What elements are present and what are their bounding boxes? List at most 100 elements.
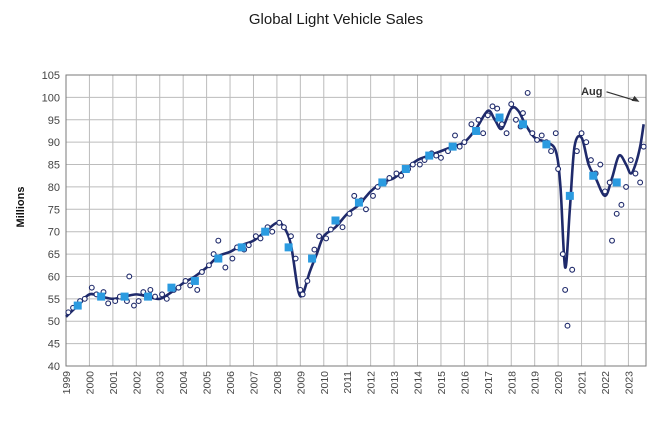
data-point — [461, 139, 468, 146]
data-point — [520, 110, 526, 117]
plot-border — [65, 74, 647, 367]
annual-marker — [73, 301, 82, 310]
annotation-arrowhead — [631, 95, 640, 102]
x-tick-label: 2001 — [108, 371, 120, 395]
x-tick-label: 2022 — [600, 371, 612, 395]
data-point — [637, 179, 644, 186]
annotation-arrow-line — [606, 91, 637, 102]
y-tick-label: 55 — [48, 294, 60, 306]
data-point — [175, 284, 182, 291]
y-tick-label: 80 — [48, 182, 60, 194]
data-point — [363, 206, 369, 213]
data-point — [569, 266, 576, 273]
x-axis-ticks: 1999 2000 2001 2002 2003 2004 2005 2006 2007 2008… — [61, 371, 635, 395]
data-point — [276, 219, 283, 226]
data-point — [252, 233, 259, 240]
data-point — [484, 112, 491, 119]
data-point — [552, 130, 559, 137]
data-point — [548, 148, 555, 155]
data-point — [327, 226, 334, 233]
data-point — [437, 154, 444, 161]
annual-marker — [331, 216, 340, 225]
data-point — [409, 161, 416, 168]
data-point — [245, 242, 252, 249]
data-point — [65, 309, 72, 316]
x-tick-label: 2000 — [84, 371, 96, 395]
x-tick-label: 2006 — [225, 371, 237, 395]
data-point — [534, 136, 540, 143]
data-point — [81, 295, 88, 302]
data-point — [280, 224, 287, 231]
x-tick-label: 2013 — [389, 371, 401, 395]
data-point — [489, 103, 496, 110]
x-tick-label: 2008 — [272, 371, 284, 395]
x-tick-label: 2015 — [436, 371, 448, 395]
data-point — [135, 298, 142, 305]
data-point — [323, 235, 330, 242]
y-tick-label: 85 — [48, 160, 60, 172]
annual-marker — [565, 191, 574, 200]
data-point — [346, 210, 353, 217]
data-point — [433, 152, 440, 159]
data-point — [640, 143, 647, 150]
annual-marker — [190, 276, 199, 285]
x-tick-label: 2021 — [577, 371, 589, 395]
y-tick-label: 75 — [48, 204, 60, 216]
y-tick-label: 45 — [48, 339, 60, 351]
data-point — [198, 269, 205, 275]
x-tick-label: 2009 — [295, 371, 307, 395]
data-point — [613, 210, 620, 217]
x-tick-label: 2011 — [342, 371, 354, 394]
data-point — [456, 143, 463, 150]
data-point — [627, 157, 634, 164]
annual-marker — [97, 292, 106, 301]
data-point — [480, 130, 487, 137]
data-point — [468, 121, 475, 128]
annual-marker — [261, 227, 270, 236]
x-tick-label: 2016 — [459, 371, 471, 395]
data-point — [105, 300, 112, 307]
data-point — [351, 192, 358, 199]
annual-marker — [401, 165, 410, 174]
annual-marker — [589, 171, 598, 180]
data-point — [393, 170, 400, 177]
x-tick-label: 2012 — [366, 371, 378, 395]
y-tick-label: 40 — [48, 361, 60, 373]
data-point — [304, 277, 311, 284]
x-tick-label: 2018 — [506, 371, 518, 395]
annotation-layer: Aug — [581, 86, 640, 102]
data-point — [88, 284, 95, 291]
annual-marker — [542, 140, 551, 149]
x-tick-label: 2020 — [553, 371, 565, 395]
data-point — [131, 302, 137, 309]
x-tick-label: 2023 — [623, 371, 635, 395]
data-point — [297, 286, 304, 293]
y-tick-label: 90 — [48, 137, 60, 149]
x-tick-label: 2010 — [319, 371, 331, 395]
data-point — [512, 116, 519, 123]
data-point — [222, 264, 229, 271]
y-tick-label: 95 — [48, 115, 60, 127]
annual-marker — [472, 126, 481, 135]
data-point — [112, 298, 119, 305]
data-point — [632, 170, 639, 177]
data-point — [587, 157, 594, 164]
data-point — [316, 233, 323, 240]
data-point — [609, 237, 615, 244]
y-tick-label: 65 — [48, 249, 60, 261]
annual-marker — [354, 198, 363, 207]
annual-marker — [308, 254, 317, 263]
data-point — [269, 228, 276, 235]
data-point — [452, 132, 458, 139]
data-point — [573, 148, 580, 155]
annual-marker — [120, 292, 129, 301]
data-point — [339, 224, 346, 231]
x-tick-label: 2002 — [131, 371, 143, 395]
data-point — [288, 233, 294, 240]
data-point — [564, 322, 571, 329]
x-tick-label: 2004 — [178, 371, 190, 395]
data-point — [152, 293, 159, 300]
data-point — [503, 130, 510, 137]
data-point — [292, 255, 299, 262]
